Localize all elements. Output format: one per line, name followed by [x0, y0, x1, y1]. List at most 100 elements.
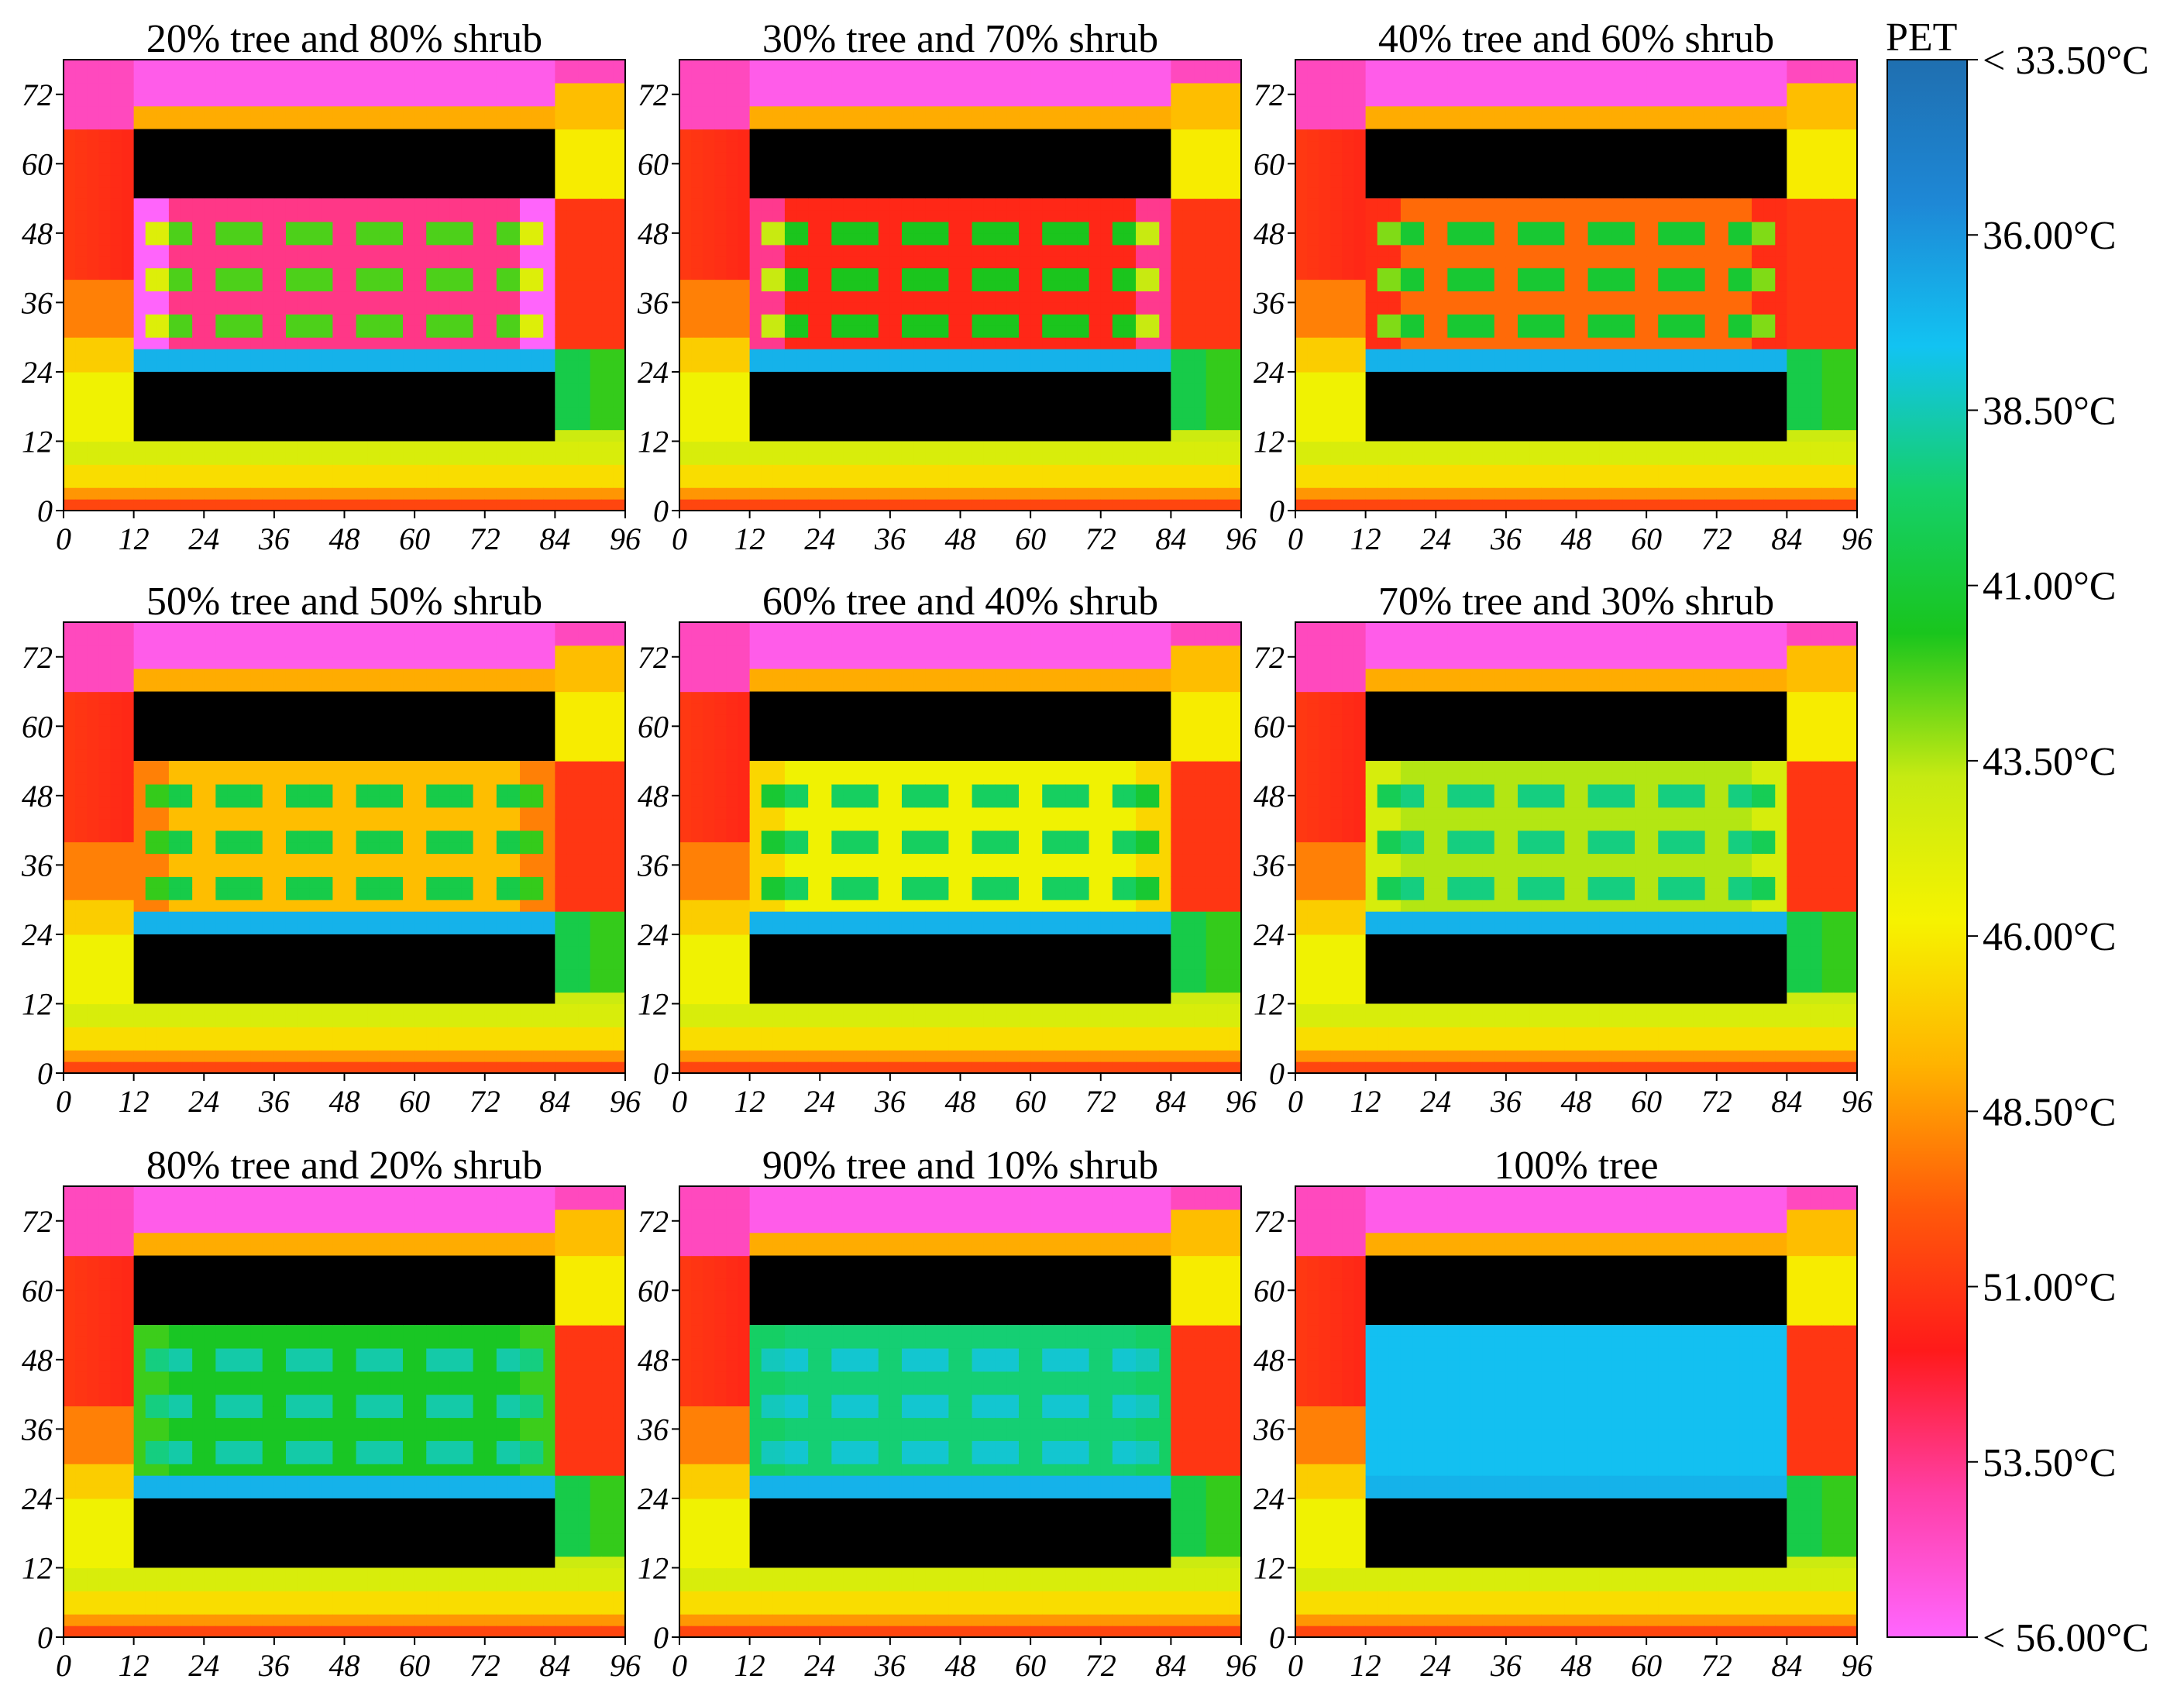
heatmap-cell	[1845, 337, 1858, 349]
heatmap-cell	[520, 360, 532, 373]
heatmap-cell	[1798, 337, 1811, 349]
heatmap-cell	[1541, 198, 1553, 211]
heatmap-cell	[1483, 280, 1495, 292]
heatmap-cell	[1230, 384, 1242, 396]
heatmap-cell	[1124, 349, 1137, 361]
heatmap-cell	[785, 83, 797, 95]
heatmap-cell	[1447, 233, 1460, 246]
heatmap-cell	[1436, 280, 1448, 292]
heatmap-cell	[1230, 452, 1242, 465]
heatmap-cell	[1518, 325, 1530, 338]
heatmap-cell	[614, 302, 626, 315]
heatmap-cell	[602, 233, 614, 246]
heatmap-cell	[925, 337, 937, 349]
heatmap-cell	[590, 499, 603, 511]
heatmap-cell	[1377, 198, 1390, 211]
heatmap-cell	[1459, 302, 1471, 315]
heatmap-cell	[286, 360, 298, 373]
heatmap-cell	[497, 302, 509, 315]
heatmap-cell	[1483, 106, 1495, 119]
heatmap-cell	[157, 256, 170, 269]
heatmap-cell	[555, 499, 567, 511]
heatmap-cell	[1042, 106, 1054, 119]
heatmap-cell	[1113, 302, 1125, 315]
heatmap-cell	[1295, 395, 1308, 408]
heatmap-cell	[1728, 198, 1741, 211]
heatmap-cell	[1389, 302, 1402, 315]
heatmap-cell	[1230, 464, 1242, 476]
heatmap-cell	[1681, 476, 1694, 488]
heatmap-cell	[1541, 349, 1553, 361]
heatmap-cell	[473, 268, 486, 280]
heatmap-cell	[1342, 187, 1354, 199]
heatmap-cell	[531, 499, 544, 511]
heatmap-cell	[1564, 360, 1577, 373]
heatmap-cell	[192, 464, 205, 476]
heatmap-cell	[134, 337, 146, 349]
heatmap-cell	[1705, 245, 1718, 257]
heatmap-cell	[1230, 430, 1242, 442]
heatmap-cell	[1822, 83, 1835, 95]
heatmap-cell	[192, 1027, 205, 1039]
heatmap-cell	[356, 349, 369, 361]
heatmap-cell	[426, 71, 439, 84]
heatmap-cell	[1147, 349, 1160, 361]
heatmap-cell	[169, 337, 181, 349]
heatmap-cell	[1811, 452, 1823, 465]
heatmap-cell	[831, 233, 844, 246]
heatmap-cell	[192, 280, 205, 292]
heatmap-cell	[1670, 314, 1682, 326]
heatmap-cell	[1412, 476, 1425, 488]
heatmap-cell	[1218, 407, 1230, 419]
heatmap-cell	[590, 487, 603, 500]
heatmap-cell	[726, 384, 738, 396]
heatmap-cell	[972, 325, 985, 338]
heatmap-cell	[913, 198, 926, 211]
heatmap-cell	[1471, 268, 1484, 280]
heatmap-cell	[309, 268, 322, 280]
heatmap-cell	[251, 106, 263, 119]
heatmap-cell	[462, 441, 474, 453]
heatmap-cell	[590, 395, 603, 408]
heatmap-cell	[64, 634, 76, 646]
heatmap-cell	[356, 499, 369, 511]
heatmap-cell	[64, 900, 76, 912]
heatmap-cell	[1834, 245, 1846, 257]
heatmap-cell	[1740, 291, 1752, 303]
heatmap-cell	[87, 384, 99, 396]
heatmap-cell	[64, 60, 76, 72]
heatmap-cell	[438, 499, 450, 511]
heatmap-cell	[1030, 198, 1043, 211]
heatmap-cell	[1471, 325, 1484, 338]
heatmap-cell	[831, 71, 844, 84]
heatmap-cell	[590, 476, 603, 488]
heatmap-cell	[157, 1003, 170, 1016]
heatmap-cell	[438, 452, 450, 465]
heatmap-cell	[1728, 302, 1741, 315]
heatmap-cell	[239, 291, 252, 303]
heatmap-cell	[1065, 210, 1078, 222]
heatmap-cell	[679, 106, 692, 119]
heatmap-cell	[1042, 256, 1054, 269]
heatmap-cell	[1218, 245, 1230, 257]
heatmap-cell	[1019, 499, 1031, 511]
heatmap-cell	[1471, 291, 1484, 303]
heatmap-cell	[691, 395, 703, 408]
heatmap-cell	[1670, 337, 1682, 349]
heatmap-cell	[1635, 360, 1647, 373]
heatmap-cell	[1171, 476, 1183, 488]
heatmap-cell	[1182, 384, 1195, 396]
heatmap-cell	[1798, 95, 1811, 107]
heatmap-cell	[1089, 60, 1102, 72]
heatmap-cell	[902, 487, 914, 500]
heatmap-cell	[263, 761, 275, 773]
heatmap-cell	[157, 1027, 170, 1039]
heatmap-cell	[1670, 245, 1682, 257]
heatmap-cell	[98, 291, 111, 303]
heatmap-cell	[1366, 499, 1378, 511]
heatmap-cell	[590, 256, 603, 269]
heatmap-cell	[1681, 452, 1694, 465]
heatmap-cell	[796, 256, 809, 269]
heatmap-cell	[1354, 175, 1367, 188]
heatmap-cell	[1401, 83, 1413, 95]
